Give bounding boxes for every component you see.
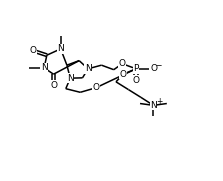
Text: O: O xyxy=(50,81,57,90)
Text: N: N xyxy=(41,63,47,72)
Text: O: O xyxy=(150,64,157,73)
Text: O: O xyxy=(132,75,140,85)
Text: N: N xyxy=(150,101,157,110)
Text: N: N xyxy=(85,64,91,73)
Text: N: N xyxy=(57,44,64,53)
Text: O: O xyxy=(120,70,127,79)
Text: O: O xyxy=(29,46,37,55)
Text: O: O xyxy=(119,59,126,68)
Text: O: O xyxy=(92,83,99,92)
Text: +: + xyxy=(156,97,162,106)
Text: N: N xyxy=(67,74,74,83)
Text: −: − xyxy=(155,61,161,70)
Text: P: P xyxy=(133,64,139,73)
